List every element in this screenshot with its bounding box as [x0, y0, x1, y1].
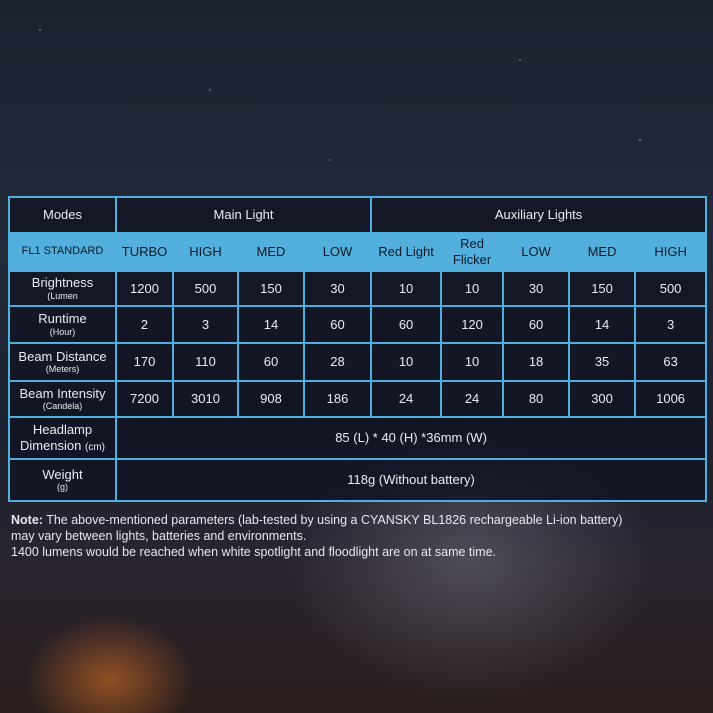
weight-row: Weight (g) 118g (Without battery) — [8, 458, 708, 502]
value-cell: 500 — [172, 270, 239, 307]
dimension-label: Headlamp Dimension (cm) — [8, 416, 117, 460]
value-cell: 3010 — [172, 380, 239, 418]
mode-header-row: FL1 STANDARD TURBO HIGH MED LOW Red Light Red … — [8, 232, 708, 272]
mode-header: MED — [237, 232, 305, 272]
value-cell: 63 — [634, 342, 708, 382]
value-cell: 14 — [237, 305, 305, 344]
spec-row: Beam Intensity (Candela) 7200 3010 908 186 24 2… — [8, 380, 708, 418]
row-label: Beam Distance (Meters) — [8, 342, 117, 382]
value-cell: 170 — [115, 342, 174, 382]
aux-lights-header: Auxiliary Lights — [370, 196, 708, 234]
value-cell: 10 — [440, 270, 505, 307]
value-cell: 24 — [440, 380, 505, 418]
dimension-value: 85 (L) * 40 (H) *36mm (W) — [114, 416, 708, 460]
value-cell: 18 — [502, 342, 571, 382]
value-cell: 500 — [634, 270, 708, 307]
mode-header: HIGH — [634, 232, 708, 272]
weight-label: Weight (g) — [8, 458, 117, 502]
mode-header: HIGH — [172, 232, 239, 272]
row-label: Runtime (Hour) — [8, 305, 117, 344]
value-cell: 7200 — [115, 380, 174, 418]
value-cell: 10 — [370, 342, 443, 382]
spec-row: Runtime (Hour) 2 3 14 60 60 120 60 14 3 — [8, 305, 708, 344]
value-cell: 10 — [370, 270, 443, 307]
value-cell: 35 — [568, 342, 637, 382]
value-cell: 28 — [302, 342, 373, 382]
value-cell: 60 — [502, 305, 571, 344]
value-cell: 908 — [237, 380, 305, 418]
mode-header: LOW — [502, 232, 571, 272]
value-cell: 3 — [634, 305, 708, 344]
dimension-row: Headlamp Dimension (cm) 85 (L) * 40 (H) … — [8, 416, 708, 460]
value-cell: 150 — [568, 270, 637, 307]
value-cell: 300 — [568, 380, 637, 418]
mode-header: FL1 STANDARD — [8, 232, 117, 272]
value-cell: 110 — [172, 342, 239, 382]
main-light-header: Main Light — [114, 196, 373, 234]
row-label: Beam Intensity (Candela) — [8, 380, 117, 418]
spec-table: Modes Main Light Auxiliary Lights FL1 ST… — [8, 196, 708, 502]
mode-header: Red Light — [370, 232, 443, 272]
value-cell: 10 — [440, 342, 505, 382]
value-cell: 80 — [502, 380, 571, 418]
row-label: Brightness (Lumen — [8, 270, 117, 307]
note-text: Note: The above-mentioned parameters (la… — [11, 513, 623, 559]
value-cell: 60 — [302, 305, 373, 344]
value-cell: 2 — [115, 305, 174, 344]
value-cell: 150 — [237, 270, 305, 307]
mode-header: TURBO — [115, 232, 174, 272]
modes-header: Modes — [8, 196, 117, 234]
value-cell: 24 — [370, 380, 443, 418]
value-cell: 30 — [502, 270, 571, 307]
value-cell: 30 — [302, 270, 373, 307]
weight-value: 118g (Without battery) — [114, 458, 708, 502]
value-cell: 60 — [237, 342, 305, 382]
value-cell: 1200 — [115, 270, 174, 307]
value-cell: 3 — [172, 305, 239, 344]
mode-header: Red Flicker — [440, 232, 505, 272]
value-cell: 186 — [302, 380, 373, 418]
value-cell: 14 — [568, 305, 637, 344]
value-cell: 1006 — [634, 380, 708, 418]
spec-row: Beam Distance (Meters) 170 110 60 28 10 10 18 35 6… — [8, 342, 708, 382]
group-header-row: Modes Main Light Auxiliary Lights — [8, 196, 708, 234]
value-cell: 120 — [440, 305, 505, 344]
mode-header: MED — [568, 232, 637, 272]
value-cell: 60 — [370, 305, 443, 344]
mode-header: LOW — [302, 232, 373, 272]
spec-row: Brightness (Lumen 1200 500 150 30 10 10 30 150 500 — [8, 270, 708, 307]
